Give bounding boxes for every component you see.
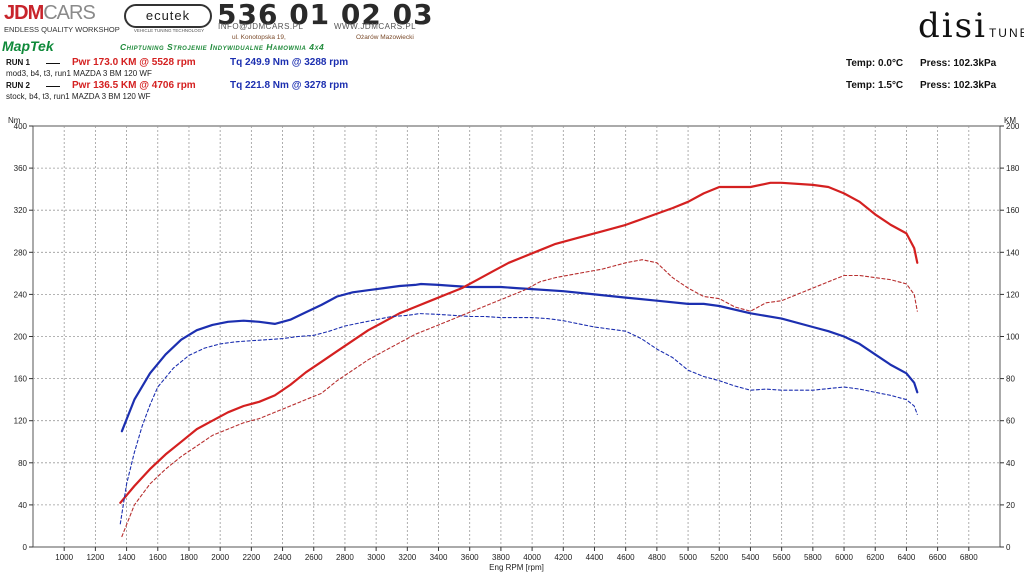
run-2-description: stock, b4, t3, run1 MAZDA 3 BM 120 WF [6,92,151,101]
x-tick-label: 6200 [866,553,884,562]
x-tick-label: 2600 [305,553,323,562]
jdmcars-logo: JDMCARS [4,2,96,24]
x-tick-label: 4000 [523,553,541,562]
run-2-label: RUN 2 [6,81,31,90]
y-left-tick-label: 120 [14,417,28,426]
run-1-description: mod3, b4, t3, run1 MAZDA 3 BM 120 WF [6,69,152,78]
x-tick-label: 6800 [960,553,978,562]
x-tick-label: 4600 [617,553,635,562]
ecutek-tagline: VEHICLE TUNING TECHNOLOGY [133,28,205,33]
y-left-tick-label: 80 [18,459,27,468]
y-right-tick-label: 20 [1006,501,1015,510]
y-left-tick-label: 160 [14,375,28,384]
x-tick-label: 6400 [898,553,916,562]
series-line-3-torque [119,313,918,525]
x-tick-label: 6000 [835,553,853,562]
y-left-tick-label: 360 [14,164,28,173]
y-right-tick-label: 40 [1006,459,1015,468]
slogan-text: Chiptuning Strojenie Indywidualne Hamown… [120,42,325,52]
x-tick-label: 4800 [648,553,666,562]
y-left-tick-label: 400 [14,122,28,131]
jdmcars-tagline: ENDLESS QUALITY WORKSHOP [4,25,120,34]
header: JDMCARS ENDLESS QUALITY WORKSHOP ecutek … [0,0,1024,56]
x-tick-label: 1800 [180,553,198,562]
x-tick-label: 5600 [773,553,791,562]
city-text: Ożarów Mazowiecki [356,34,414,41]
x-tick-label: 1400 [118,553,136,562]
email-text: INFO@JDMCARS.PL [218,22,304,31]
x-tick-label: 5200 [710,553,728,562]
x-tick-label: 5400 [742,553,760,562]
website-text: WWW.JDMCARS.PL [334,22,417,31]
y-left-axis-label: Nm [8,116,21,125]
y-left-tick-label: 200 [14,333,28,342]
run-1-power: Pwr 173.0 KM @ 5528 rpm [72,57,196,68]
y-left-tick-label: 0 [23,543,28,552]
ecutek-logo: ecutek [124,4,212,28]
y-right-tick-label: 80 [1006,375,1015,384]
run-2-torque: Tq 221.8 Nm @ 3278 rpm [230,80,349,91]
series-line-4-power [121,259,918,538]
x-tick-label: 1200 [86,553,104,562]
run-2-press: Press: 102.3kPa [920,80,997,91]
y-left-tick-label: 280 [14,248,28,257]
x-tick-label: 3600 [461,553,479,562]
x-tick-label: 1600 [149,553,167,562]
x-axis-label: Eng RPM [rpm] [489,563,544,572]
y-right-tick-label: 120 [1006,290,1020,299]
y-right-tick-label: 0 [1006,543,1011,552]
x-tick-label: 2800 [336,553,354,562]
y-right-axis-label: KM [1004,116,1016,125]
run-1-label: RUN 1 [6,58,31,67]
y-right-tick-label: 160 [1006,206,1020,215]
x-tick-label: 5000 [679,553,697,562]
x-tick-label: 2200 [242,553,260,562]
y-left-tick-label: 320 [14,206,28,215]
maptek-logo: MapTek [2,38,54,54]
run-2-temp: Temp: 1.5°C [846,80,904,91]
y-right-tick-label: 200 [1006,122,1020,131]
y-left-tick-label: 240 [14,290,28,299]
x-tick-label: 1000 [55,553,73,562]
x-tick-label: 6600 [929,553,947,562]
series-line-1-torque [120,282,919,433]
run-2-line-key [46,86,60,87]
phone-number: 536 01 02 03 [217,0,434,31]
y-right-tick-label: 140 [1006,248,1020,257]
x-tick-label: 5800 [804,553,822,562]
x-tick-label: 2000 [211,553,229,562]
series-line-2-power [119,181,919,504]
x-tick-label: 3200 [398,553,416,562]
run-1-torque: Tq 249.9 Nm @ 3288 rpm [230,57,349,68]
run-2-power: Pwr 136.5 KM @ 4706 rpm [72,80,196,91]
x-tick-label: 4400 [586,553,604,562]
run-1-press: Press: 102.3kPa [920,58,997,69]
run-1-temp: Temp: 0.0°C [846,58,904,69]
address-text: ul. Konotopska 19, [232,34,286,41]
y-right-tick-label: 180 [1006,164,1020,173]
x-tick-label: 2400 [274,553,292,562]
run-1-line-key [46,63,60,64]
x-tick-label: 3000 [367,553,385,562]
y-left-tick-label: 40 [18,501,27,510]
x-tick-label: 3800 [492,553,510,562]
y-right-tick-label: 60 [1006,417,1015,426]
dyno-chart: 1000 1200 1400 1600 1800 2000 2200 2400 2600 2800… [8,116,1020,572]
disi-tune-logo: disiTUNE [918,6,1024,46]
y-right-tick-label: 100 [1006,333,1020,342]
x-tick-label: 3400 [430,553,448,562]
x-tick-label: 4200 [554,553,572,562]
